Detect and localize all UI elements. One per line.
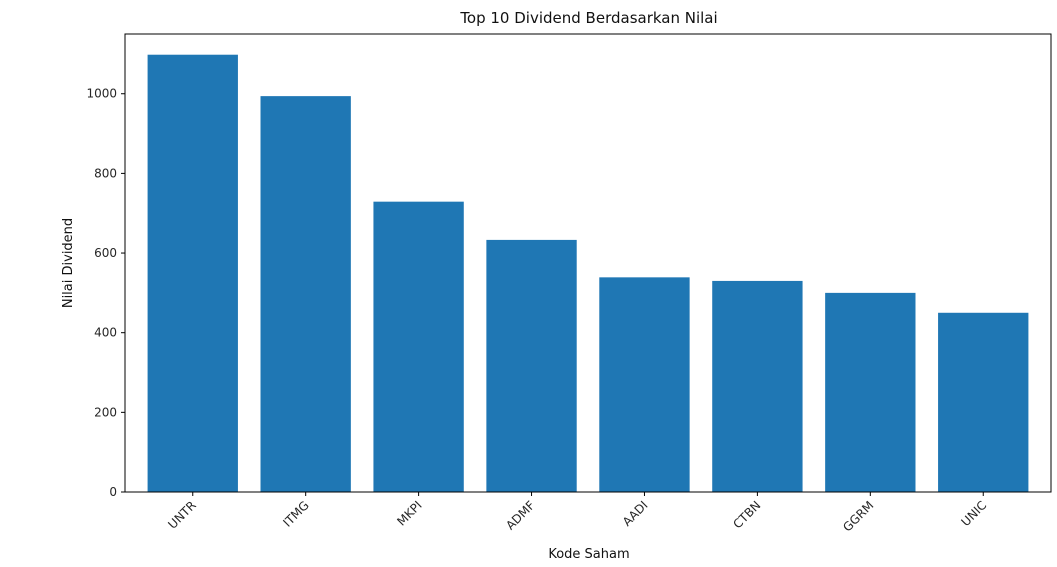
bars-layer (147, 54, 1029, 493)
y-tick-label: 1000 (86, 87, 117, 101)
bar-unic (938, 312, 1029, 492)
x-tick-label: AADI (620, 498, 651, 529)
chart-title: Top 10 Dividend Berdasarkan Nilai (459, 9, 717, 27)
y-tick-label: 0 (109, 485, 117, 499)
bar-ggrm (825, 292, 916, 492)
y-axis-title: Nilai Dividend (61, 218, 76, 308)
x-axis-title: Kode Saham (548, 547, 629, 562)
plot-frame (124, 33, 1052, 493)
bar-itmg (260, 96, 351, 492)
x-tick-label: ADMF (503, 498, 538, 533)
bar-aadi (599, 277, 690, 492)
x-tick-label: GGRM (840, 498, 876, 534)
x-tick-label: MKPI (394, 498, 424, 528)
y-tick-label: 800 (94, 166, 117, 180)
x-axis-ticks: UNTR ITMG MKPI ADMF AADI CTBN GGRM UNIC (165, 492, 989, 534)
x-tick-label: CTBN (730, 498, 763, 531)
y-axis-ticks: 0 200 400 600 800 1000 (86, 87, 125, 499)
y-tick-label: 200 (94, 405, 117, 419)
x-tick-label: ITMG (280, 498, 311, 529)
x-tick-label: UNIC (958, 498, 989, 529)
x-tick-label: UNTR (165, 498, 199, 532)
bar-admf (486, 239, 577, 492)
bar-mkpi (373, 201, 464, 493)
y-tick-label: 400 (94, 326, 117, 340)
bar-untr (147, 54, 238, 493)
bar-ctbn (712, 280, 803, 492)
y-tick-label: 600 (94, 246, 117, 260)
